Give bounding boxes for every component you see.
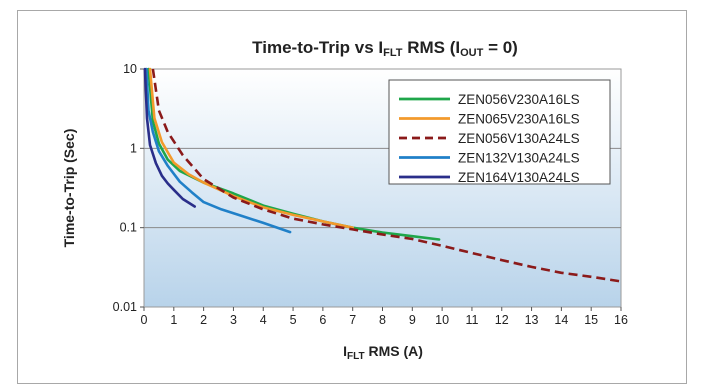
y-tick-label-2: 1 bbox=[130, 141, 137, 155]
series-line-ZEN056V130A24LS bbox=[151, 68, 622, 283]
x-axis-label: IFLT RMS (A) bbox=[343, 343, 423, 362]
x-tick-label-6: 6 bbox=[319, 313, 326, 327]
legend: ZEN056V230A16LS ZEN065V230A16LS ZEN056V130… bbox=[388, 79, 611, 185]
x-tick-label-15: 15 bbox=[584, 313, 598, 327]
x-tick-label-3: 3 bbox=[230, 313, 237, 327]
x-tick-label-11: 11 bbox=[465, 313, 478, 327]
y-tick-label-3: 10 bbox=[123, 62, 137, 76]
x-tick-label-5: 5 bbox=[290, 313, 297, 327]
x-tick-label-10: 10 bbox=[435, 313, 449, 327]
legend-items: ZEN056V230A16LS ZEN065V230A16LS ZEN056V130… bbox=[399, 92, 580, 185]
legend-label-ZEN164V130A24LS: ZEN164V130A24LS bbox=[458, 170, 580, 185]
legend-box bbox=[388, 79, 611, 185]
x-tick-label-8: 8 bbox=[379, 313, 386, 327]
series-line-ZEN164V130A24LS bbox=[143, 67, 196, 208]
x-tick-label-4: 4 bbox=[260, 313, 267, 327]
legend-label-ZEN065V230A16LS: ZEN065V230A16LS bbox=[458, 112, 580, 127]
series-group bbox=[143, 67, 622, 283]
legend-label-ZEN132V130A24LS: ZEN132V130A24LS bbox=[458, 151, 580, 166]
x-axis-ticks: 0 1 2 3 4 5 6 7 8 9 10 11 12 13 14 15 16 bbox=[141, 307, 628, 327]
y-tick-label-0: 0.01 bbox=[113, 300, 137, 314]
x-tick-label-2: 2 bbox=[200, 313, 207, 327]
legend-label-ZEN056V130A24LS: ZEN056V130A24LS bbox=[458, 131, 580, 146]
legend-label-ZEN056V230A16LS: ZEN056V230A16LS bbox=[458, 92, 580, 107]
x-tick-label-14: 14 bbox=[554, 313, 568, 327]
x-tick-label-1: 1 bbox=[170, 313, 177, 327]
series-line-ZEN065V230A16LS bbox=[148, 67, 355, 229]
y-axis-ticks: 0.01 0.1 1 10 bbox=[113, 62, 144, 314]
series-line-ZEN132V130A24LS bbox=[145, 67, 292, 234]
chart-title: Time-to-Trip vs IFLT RMS (IOUT = 0) bbox=[252, 38, 518, 59]
x-tick-label-0: 0 bbox=[141, 313, 148, 327]
x-tick-label-12: 12 bbox=[495, 313, 509, 327]
x-tick-label-9: 9 bbox=[409, 313, 416, 327]
y-axis-label: Time-to-Trip (Sec) bbox=[61, 129, 77, 248]
x-tick-label-16: 16 bbox=[614, 313, 628, 327]
series-line-ZEN056V230A16LS bbox=[147, 67, 441, 241]
x-tick-label-7: 7 bbox=[349, 313, 356, 327]
y-tick-label-1: 0.1 bbox=[120, 221, 137, 235]
x-tick-label-13: 13 bbox=[525, 313, 539, 327]
